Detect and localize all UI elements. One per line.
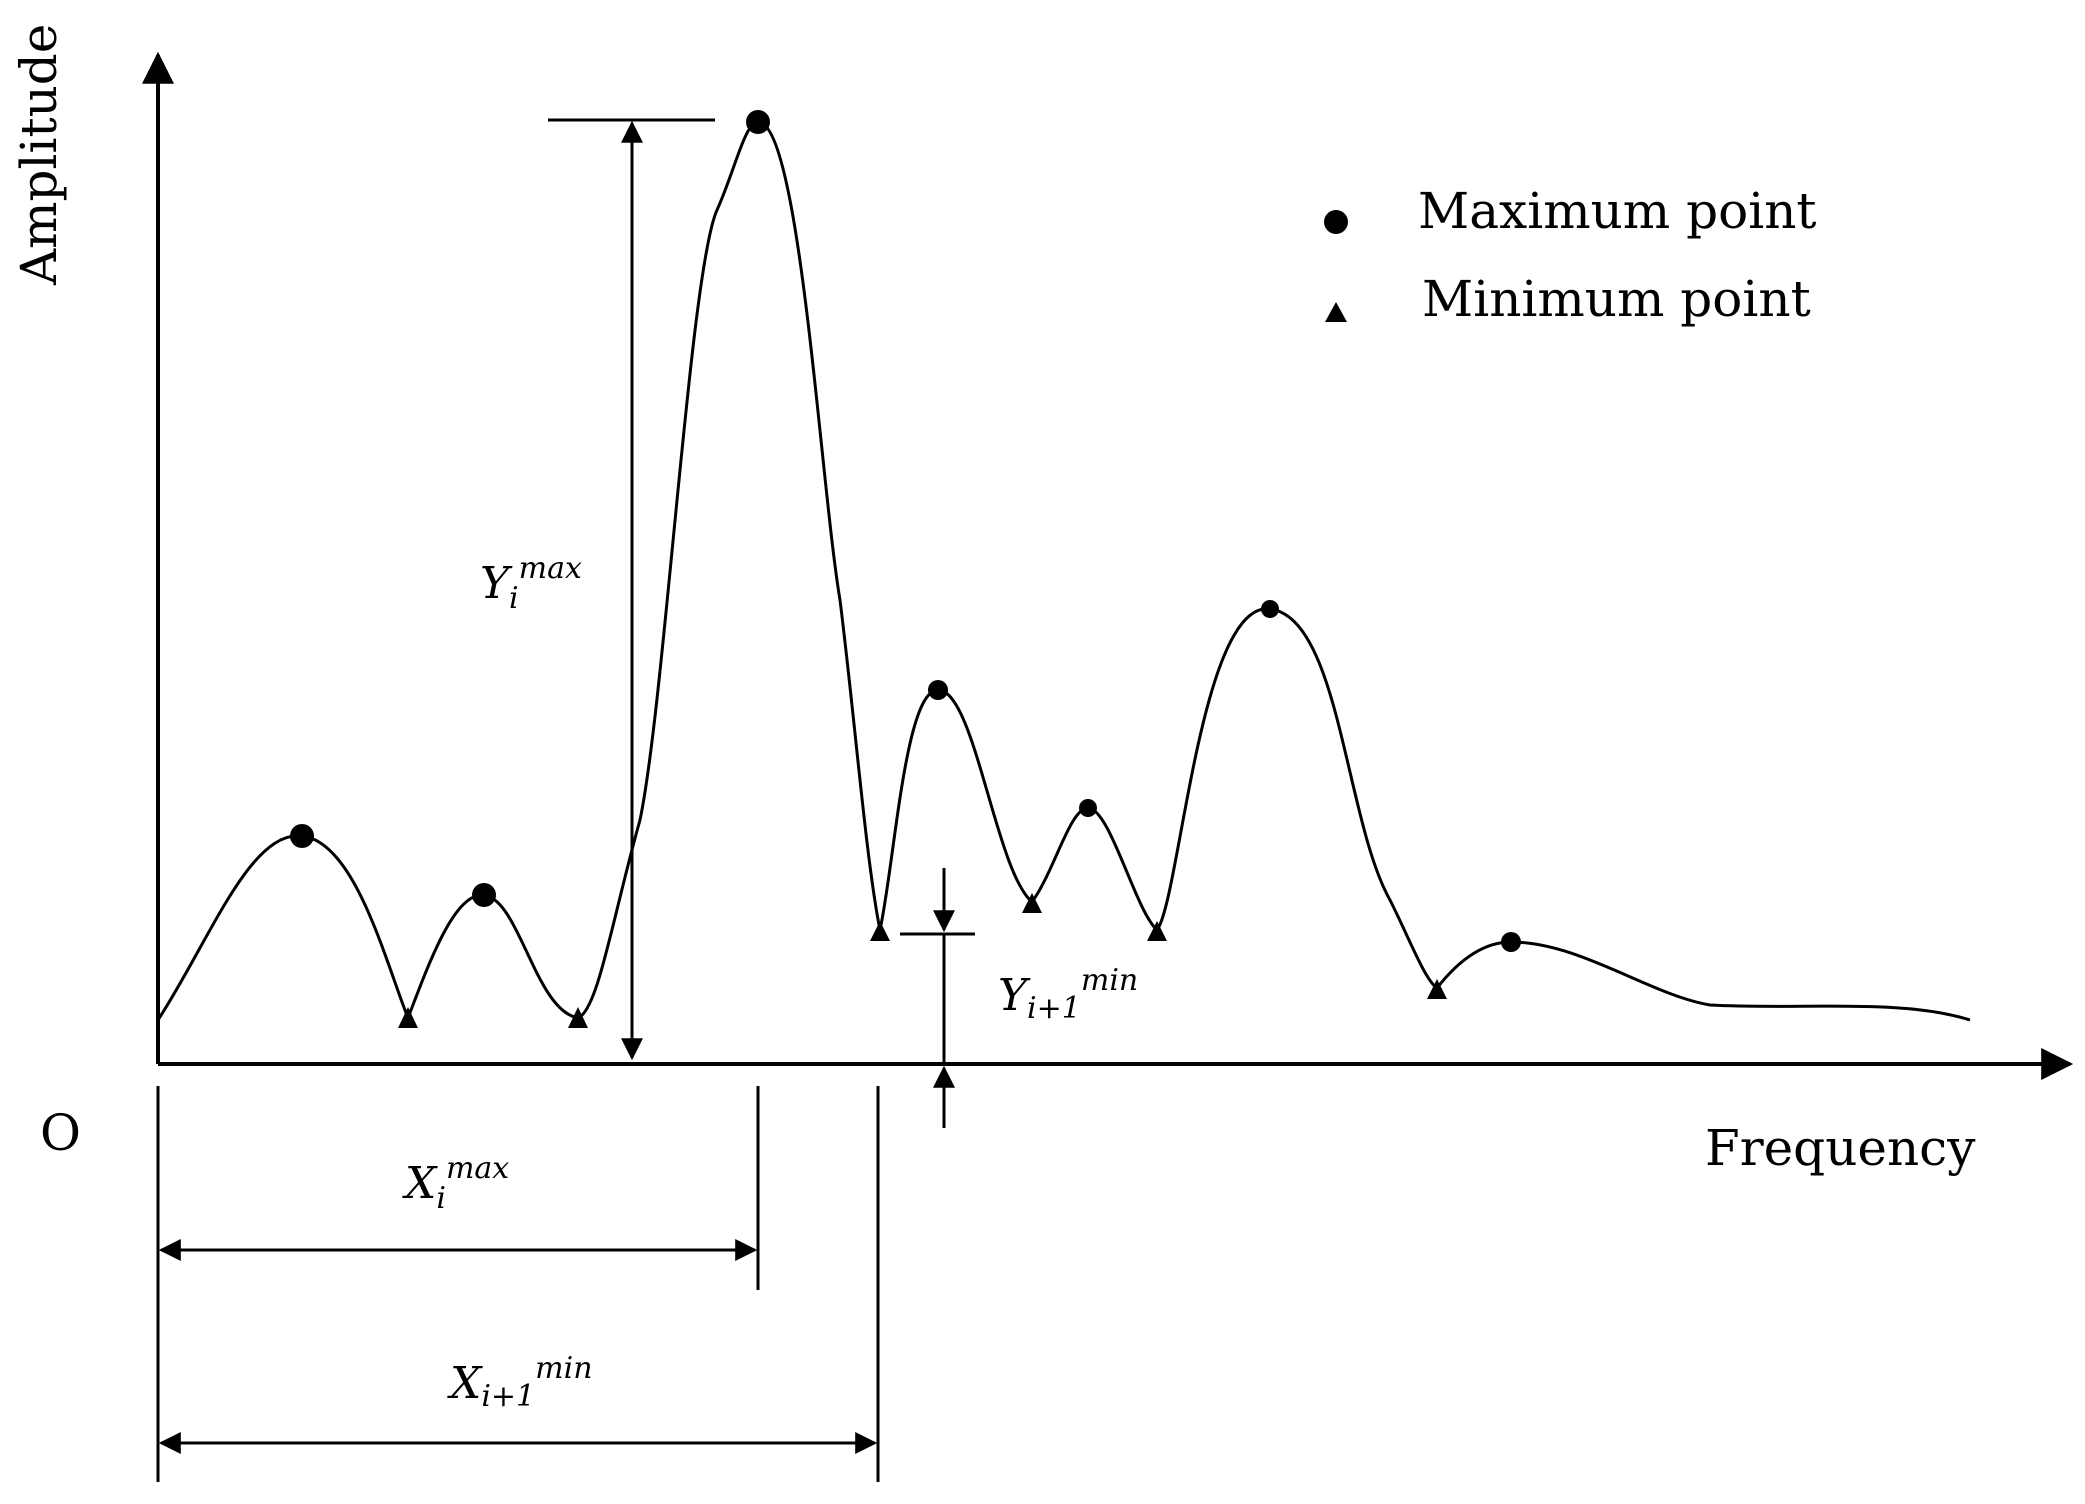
minimum-point bbox=[1427, 979, 1447, 999]
maximum-point bbox=[928, 680, 948, 700]
minimum-point bbox=[1022, 893, 1042, 913]
maximum-point bbox=[1501, 932, 1521, 952]
minimum-point bbox=[870, 921, 890, 941]
minimum-point bbox=[398, 1007, 418, 1028]
legend-minimum-label: Minimum point bbox=[1422, 270, 1811, 328]
y-max-label: Yimax bbox=[480, 551, 582, 616]
legend-minimum-marker bbox=[1325, 302, 1347, 322]
legend-maximum-label: Maximum point bbox=[1418, 182, 1817, 240]
y-axis-label: Amplitude bbox=[10, 24, 68, 286]
legend-maximum-marker bbox=[1324, 210, 1348, 234]
x-axis-label: Frequency bbox=[1705, 1119, 1976, 1177]
maximum-point bbox=[746, 110, 770, 134]
spectrum-curve bbox=[156, 120, 1971, 1023]
maximum-point bbox=[1261, 600, 1279, 618]
x-min-label: Xi+1min bbox=[447, 1351, 593, 1414]
origin-label: O bbox=[40, 1104, 81, 1162]
maximum-point bbox=[472, 883, 496, 907]
x-max-label: Ximax bbox=[402, 1151, 509, 1216]
minimum-point bbox=[568, 1007, 588, 1028]
y-min-label: Yi+1min bbox=[998, 963, 1138, 1026]
legend: Maximum point Minimum point bbox=[1324, 182, 1817, 328]
minimum-point bbox=[1147, 921, 1167, 941]
maximum-point bbox=[1079, 799, 1097, 817]
maximum-point bbox=[290, 824, 314, 848]
